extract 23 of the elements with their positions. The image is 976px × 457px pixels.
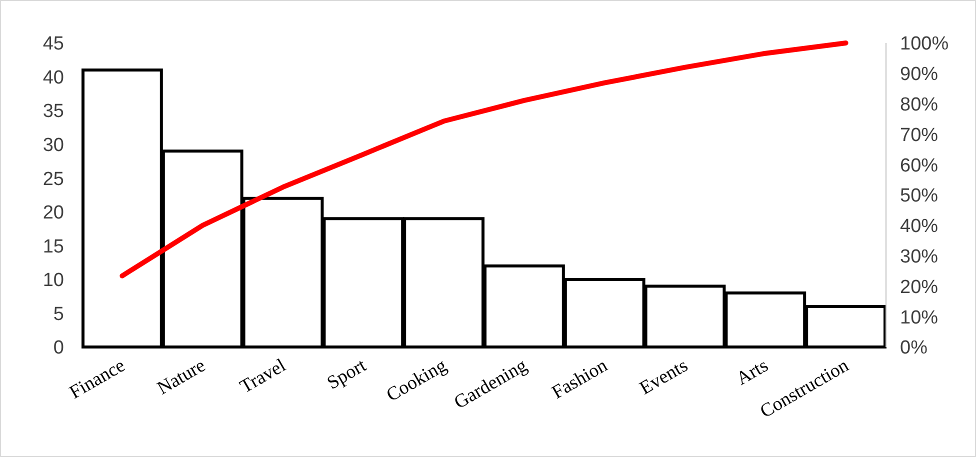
x-tick-label: Nature bbox=[154, 355, 210, 400]
y-tick-label: 35 bbox=[42, 101, 64, 122]
y-tick-label: 15 bbox=[42, 236, 64, 258]
y2-tick-label: 30% bbox=[900, 246, 938, 268]
y2-tick-label: 70% bbox=[900, 124, 938, 146]
y2-tick-label: 20% bbox=[900, 276, 938, 298]
y-tick-label: 45 bbox=[42, 34, 64, 55]
y-tick-label: 25 bbox=[42, 168, 64, 190]
y2-tick-label: 40% bbox=[900, 216, 938, 238]
y-tick-label: 0 bbox=[53, 338, 64, 359]
y-tick-label: 30 bbox=[42, 134, 64, 156]
y-tick-label: 20 bbox=[42, 202, 64, 224]
y2-tick-label: 50% bbox=[900, 186, 938, 207]
y2-tick-label: 80% bbox=[900, 94, 938, 116]
y2-tick-label: 10% bbox=[900, 307, 938, 328]
y-tick-label: 40 bbox=[42, 67, 64, 88]
y-tick-label: 10 bbox=[42, 270, 64, 292]
y2-tick-label: 100% bbox=[900, 34, 949, 55]
y2-tick-label: 0% bbox=[900, 338, 928, 359]
y2-tick-label: 60% bbox=[900, 155, 938, 176]
y-tick-label: 5 bbox=[53, 304, 64, 325]
x-tick-label: Sport bbox=[324, 354, 371, 394]
y2-tick-label: 90% bbox=[900, 64, 938, 86]
